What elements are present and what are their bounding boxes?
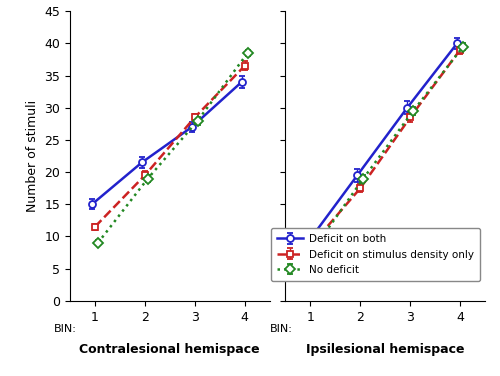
Legend: Deficit on both, Deficit on stimulus density only, No deficit: Deficit on both, Deficit on stimulus den… [271,228,480,281]
X-axis label: Contralesional hemispace: Contralesional hemispace [80,343,260,356]
X-axis label: Ipsilesional hemispace: Ipsilesional hemispace [306,343,464,356]
Text: BIN:: BIN: [54,324,77,334]
Y-axis label: Number of stimuli: Number of stimuli [26,100,39,212]
Text: BIN:: BIN: [270,324,292,334]
